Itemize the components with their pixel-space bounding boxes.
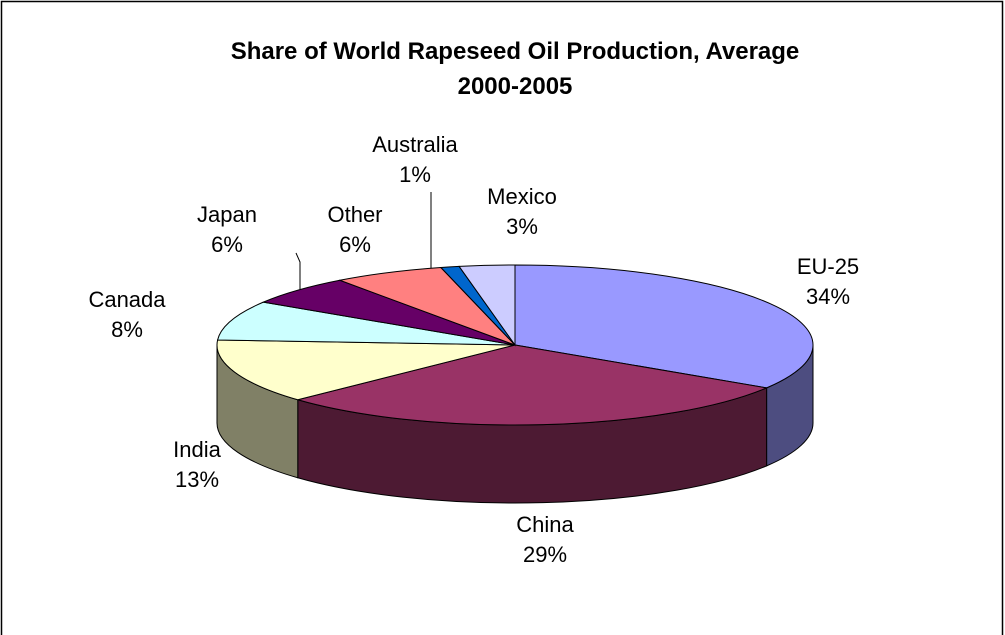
value-label: 13% [175,467,219,492]
slice [216,301,516,346]
value-label: 3% [506,214,538,239]
slice-label: Canada [88,287,166,312]
slice [458,264,516,347]
slice [295,344,769,426]
value-label: 6% [339,232,371,257]
chart-title: Share of World Rapeseed Oil Production, … [230,38,800,100]
value-label: 8% [111,317,143,342]
slice-label: Australia [372,132,458,157]
slice-label: Mexico [487,184,557,209]
value-label: 1% [399,162,431,187]
value-label: 34% [806,284,850,309]
slice [514,264,814,389]
value-label: 29% [523,542,567,567]
slice-label: EU-25 [797,254,859,279]
slice-label: China [516,512,574,537]
leader-line [295,252,301,300]
value-label: 6% [211,232,243,257]
slice-label: Other [327,202,382,227]
slice [216,339,516,401]
slice-label: India [173,437,221,462]
slice-label: Japan [197,202,257,227]
